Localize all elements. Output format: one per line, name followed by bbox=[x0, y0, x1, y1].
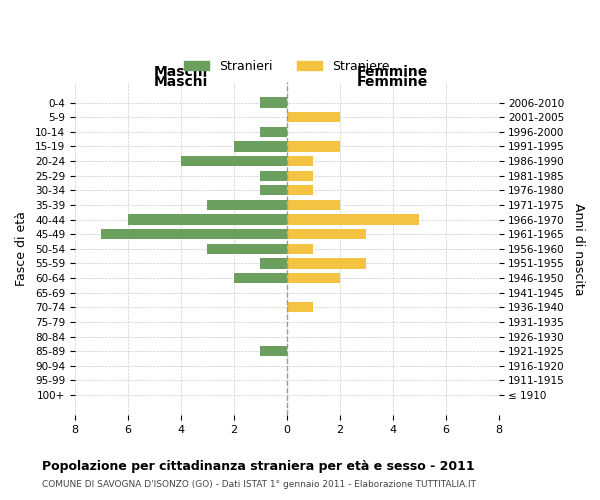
Bar bbox=[287, 214, 419, 224]
Y-axis label: Fasce di età: Fasce di età bbox=[15, 212, 28, 286]
Bar bbox=[287, 170, 313, 181]
Bar bbox=[208, 244, 287, 254]
Bar bbox=[260, 126, 287, 137]
Bar bbox=[287, 200, 340, 210]
Bar bbox=[181, 156, 287, 166]
Text: Popolazione per cittadinanza straniera per età e sesso - 2011: Popolazione per cittadinanza straniera p… bbox=[42, 460, 475, 473]
Bar bbox=[287, 273, 340, 283]
Bar bbox=[101, 229, 287, 239]
Bar bbox=[234, 142, 287, 152]
Bar bbox=[208, 200, 287, 210]
Bar bbox=[287, 258, 366, 268]
Bar bbox=[287, 185, 313, 196]
Text: Maschi: Maschi bbox=[154, 65, 208, 79]
Bar bbox=[260, 98, 287, 108]
Legend: Stranieri, Straniere: Stranieri, Straniere bbox=[179, 55, 395, 78]
Text: Femmine: Femmine bbox=[357, 65, 428, 79]
Text: Femmine: Femmine bbox=[357, 76, 428, 90]
Bar bbox=[287, 244, 313, 254]
Bar bbox=[287, 229, 366, 239]
Bar bbox=[260, 185, 287, 196]
Bar bbox=[287, 142, 340, 152]
Text: Maschi: Maschi bbox=[154, 76, 208, 90]
Bar bbox=[260, 170, 287, 181]
Bar bbox=[260, 258, 287, 268]
Bar bbox=[287, 156, 313, 166]
Bar bbox=[287, 112, 340, 122]
Bar bbox=[234, 273, 287, 283]
Bar bbox=[128, 214, 287, 224]
Text: COMUNE DI SAVOGNA D'ISONZO (GO) - Dati ISTAT 1° gennaio 2011 - Elaborazione TUTT: COMUNE DI SAVOGNA D'ISONZO (GO) - Dati I… bbox=[42, 480, 476, 489]
Y-axis label: Anni di nascita: Anni di nascita bbox=[572, 202, 585, 295]
Bar bbox=[260, 346, 287, 356]
Bar bbox=[287, 302, 313, 312]
